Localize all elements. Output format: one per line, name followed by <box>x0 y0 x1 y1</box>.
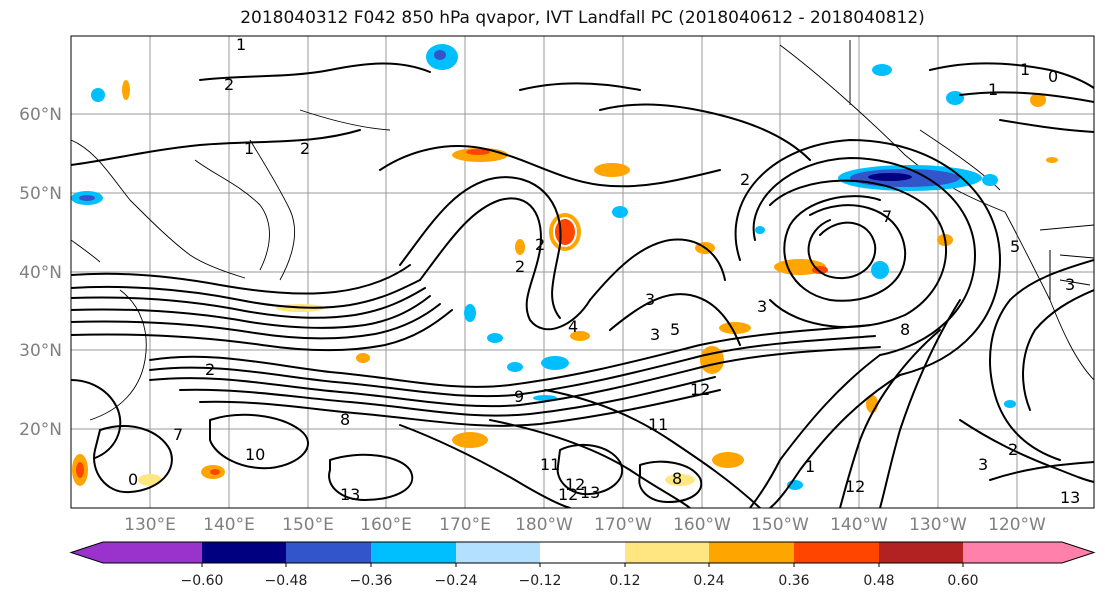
contour-label: 8 <box>900 320 910 339</box>
contour-label: 12 <box>845 477 865 496</box>
map-frame <box>70 35 1095 509</box>
lon-tick-label: 150°W <box>751 515 809 535</box>
colorbar-tick-label: 0.60 <box>947 573 978 589</box>
lat-tick-label: 60°N <box>19 105 62 125</box>
lon-tick-label: 170°W <box>594 515 652 535</box>
contour-label: 2 <box>1008 440 1018 459</box>
contour-label: 9 <box>514 387 524 406</box>
colorbar-tick-label: −0.60 <box>181 573 224 589</box>
lon-tick-label: 140°W <box>830 515 888 535</box>
lon-tick-label: 130°W <box>909 515 967 535</box>
colorbar-tick-label: 0.12 <box>609 573 640 589</box>
colorbar-segment <box>371 542 456 563</box>
colorbar-segments <box>69 541 1096 564</box>
lon-tick-label: 150°E <box>282 515 334 535</box>
contour-label: 1 <box>244 139 254 158</box>
longitude-labels: 130°E 140°E 150°E 160°E 170°E 180°W 170°… <box>124 515 1046 535</box>
lon-tick-label: 170°E <box>439 515 491 535</box>
colorbar-segment <box>286 542 371 563</box>
colorbar-tick-label: 0.24 <box>693 573 724 589</box>
contour-label: 12 <box>558 485 578 504</box>
contour-label: 5 <box>670 320 680 339</box>
contour-label: 5 <box>1010 237 1020 256</box>
colorbar-outline <box>69 541 1096 564</box>
colorbar-segment <box>709 542 794 563</box>
contour-label: 11 <box>540 455 560 474</box>
latitude-labels: 60°N 50°N 40°N 30°N 20°N <box>19 105 62 440</box>
lon-tick-label: 180°W <box>515 515 573 535</box>
colorbar-segment <box>71 542 202 563</box>
contour-label: 3 <box>1065 275 1075 294</box>
contour-label: 12 <box>565 475 585 494</box>
colorbar-segment <box>625 542 709 563</box>
contour-label: 11 <box>648 415 668 434</box>
contour-label: 0 <box>128 470 138 489</box>
colorbar-segment <box>794 542 879 563</box>
colorbar-ticks <box>201 563 964 567</box>
contour-label: 2 <box>300 139 310 158</box>
contour-lines <box>71 62 1094 508</box>
colorbar-segment <box>540 542 625 563</box>
contour-label: 3 <box>757 297 767 316</box>
contour-label: 13 <box>340 485 360 504</box>
contour-label: 13 <box>1060 488 1080 507</box>
contour-label: 0 <box>1048 67 1058 86</box>
lat-tick-label: 40°N <box>19 263 62 283</box>
gridlines <box>71 36 1094 508</box>
contour-label: 2 <box>205 360 215 379</box>
contour-label: 13 <box>580 483 600 502</box>
contour-label: 2 <box>535 235 545 254</box>
lon-tick-label: 160°W <box>673 515 731 535</box>
lat-tick-label: 50°N <box>19 184 62 204</box>
contour-label: 1 <box>805 457 815 476</box>
contour-label: 3 <box>978 455 988 474</box>
colorbar: −0.60 −0.48 −0.36 −0.24 −0.12 0.12 0.24 … <box>69 541 1096 589</box>
contour-label: 1 <box>988 80 998 99</box>
contour-label: 7 <box>882 207 892 226</box>
contour-label: 12 <box>690 380 710 399</box>
lon-tick-label: 120°W <box>988 515 1046 535</box>
colorbar-segment <box>879 542 963 563</box>
qvapor-positive-shading <box>72 80 1058 486</box>
colorbar-segment <box>202 542 286 563</box>
contour-label: 1 <box>236 35 246 54</box>
contour-label-group: 1 2 1 2 1 0 1 2 2 2 3 4 5 3 7 5 3 8 12 1… <box>128 35 1080 507</box>
map-panel: 1 2 1 2 1 0 1 2 2 2 3 4 5 3 7 5 3 8 12 1… <box>70 35 1095 509</box>
colorbar-tick-label: −0.36 <box>350 573 393 589</box>
contour-label: 2 <box>515 257 525 276</box>
colorbar-tick-label: 0.48 <box>863 573 894 589</box>
contour-label: 8 <box>672 469 682 488</box>
colorbar-tick-label: −0.12 <box>519 573 562 589</box>
contour-label: 7 <box>173 425 183 444</box>
contour-label: 2 <box>224 75 234 94</box>
map-title: 2018040312 F042 850 hPa qvapor, IVT Land… <box>240 8 925 28</box>
contour-label: 3 <box>650 325 660 344</box>
lon-tick-label: 130°E <box>124 515 176 535</box>
lon-tick-label: 160°E <box>360 515 412 535</box>
contour-label: 1 <box>1020 60 1030 79</box>
contour-label: 10 <box>245 445 265 464</box>
colorbar-tick-label: −0.48 <box>265 573 308 589</box>
lat-tick-label: 20°N <box>19 420 62 440</box>
lon-tick-label: 140°E <box>203 515 255 535</box>
contour-label: 3 <box>645 290 655 309</box>
colorbar-tick-label: 0.36 <box>778 573 809 589</box>
qvapor-negative-shading <box>71 44 1016 490</box>
lat-tick-label: 30°N <box>19 341 62 361</box>
colorbar-segment <box>456 542 540 563</box>
colorbar-tick-label: −0.24 <box>435 573 478 589</box>
colorbar-segment <box>963 542 1094 563</box>
contour-label: 8 <box>340 410 350 429</box>
contour-label: 2 <box>740 170 750 189</box>
contour-label: 4 <box>568 317 578 336</box>
